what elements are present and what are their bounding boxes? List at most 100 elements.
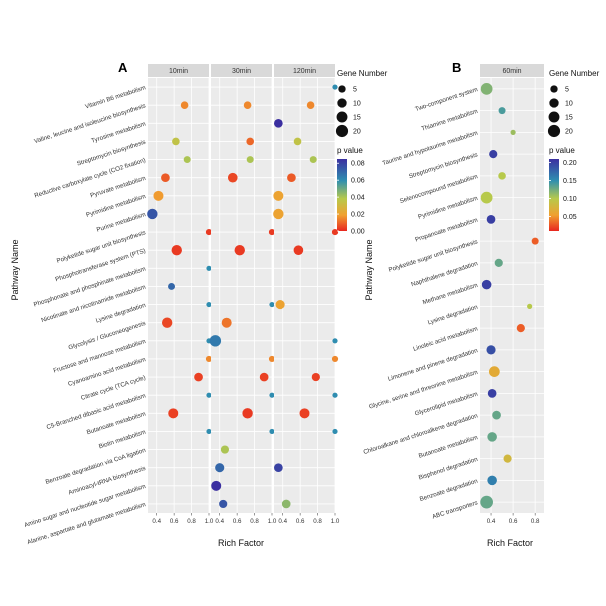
panel-a-data-point <box>243 101 252 109</box>
panel-b-data-point <box>480 82 493 95</box>
panel-a-facet-background <box>274 78 335 513</box>
panel-b-data-point <box>510 129 516 135</box>
panel-a-data-point <box>275 299 285 310</box>
panel-a-colorbar-label: 0.06 <box>351 178 365 185</box>
panel-a-data-point <box>242 408 253 419</box>
panel-b-x-tick-label: 0.6 <box>509 518 518 525</box>
panel-a-data-point <box>219 499 228 509</box>
panel-a-data-point <box>180 101 189 109</box>
panel-a-facet-strip-label: 120min <box>293 68 316 75</box>
panel-b-category-label: Lysine degradation <box>427 303 479 326</box>
panel-a-data-point <box>269 392 275 398</box>
panel-a-size-legend-dot <box>338 85 346 93</box>
panel-a-data-point <box>281 499 291 509</box>
panel-a-data-point <box>273 190 284 201</box>
panel-b-size-legend-dot <box>547 124 561 138</box>
panel-b-category-label: Bisphenol degradation <box>418 456 479 482</box>
panel-b-size-legend-label: 10 <box>565 101 573 108</box>
panel-a-size-legend-label: 15 <box>353 115 361 122</box>
panel-b-size-legend-label: 15 <box>565 115 573 122</box>
panel-b-data-point <box>494 258 503 267</box>
panel-a-colorbar-label: 0.00 <box>351 229 365 236</box>
panel-a-size-legend-dot <box>337 98 347 108</box>
panel-a-x-tick-label: 1.0 <box>331 518 340 525</box>
panel-b-data-point <box>492 410 501 420</box>
panel-a-facet-background <box>148 78 209 513</box>
panel-b-size-legend-dot <box>550 85 558 93</box>
panel-a-size-legend-dot <box>335 124 349 138</box>
panel-a-data-point <box>311 372 320 382</box>
panel-b-xlabel: Rich Factor <box>487 538 533 548</box>
panel-a-x-tick-label: 0.8 <box>187 518 196 525</box>
panel-b-category-label: Thiamine metabolism <box>421 108 479 133</box>
panel-b-data-point <box>480 495 493 509</box>
panel-b-facet-strip-label: 60min <box>502 68 521 75</box>
panel-a-data-point <box>269 301 275 308</box>
panel-b-data-point <box>498 172 506 180</box>
panel-a-x-tick-label: 1.0 <box>268 518 277 525</box>
panel-a-data-point <box>215 463 225 473</box>
panel-b-data-point <box>488 366 500 378</box>
panel-a-data-point <box>332 392 338 398</box>
panel-b-size-legend-dot <box>549 98 559 108</box>
panel-b-colorbar-label: 0.15 <box>563 178 577 185</box>
panel-a-data-point <box>268 228 276 236</box>
panel-a-facet-strip-label: 10min <box>169 68 188 75</box>
panel-a-colorbar <box>337 159 347 231</box>
panel-b-data-point <box>516 324 525 333</box>
panel-a-x-tick-label: 0.8 <box>250 518 259 525</box>
panel-b-legend: Gene Number p value 5 10 15 20 0.20 0.15 0.10 0… <box>547 69 600 231</box>
panel-b-category-label: Pyrimidine metabolism <box>417 195 478 221</box>
panel-a-data-point <box>168 282 176 290</box>
panel-a-data-point <box>206 428 212 435</box>
panel-b-data-point <box>487 432 497 442</box>
panel-b-category-label: Chloroalkane and chloroalkene degradatio… <box>363 412 480 456</box>
panel-a-data-point <box>259 372 269 382</box>
panel-a-x-tick-label: 0.6 <box>170 518 179 525</box>
panel-a-facet-strip-label: 30min <box>232 68 251 75</box>
panel-a-x-tick-label: 0.6 <box>296 518 305 525</box>
panel-b-category-label: Two-component system <box>414 86 478 113</box>
panel-a-data-point <box>309 156 317 164</box>
panel-a-data-point <box>211 480 222 491</box>
panel-a-data-point <box>171 244 182 256</box>
panel-a-data-point <box>147 208 158 220</box>
panel-b-size-legend-label: 5 <box>565 87 569 94</box>
panel-b-data-point <box>486 215 496 224</box>
panel-a-data-point <box>293 137 302 146</box>
panel-a-data-point <box>274 463 283 473</box>
panel-a-facet-strip <box>274 64 335 77</box>
panel-b-data-point <box>487 475 497 486</box>
panel-a-data-point <box>273 208 284 220</box>
panel-a-data-point <box>205 355 213 363</box>
panel-b-size-legend-title: Gene Number <box>549 69 600 78</box>
panel-a-category-label: Nicotinate and nicotinamide metabolism <box>40 284 146 324</box>
panel-a-x-tick-label: 0.8 <box>313 518 322 525</box>
panel-b-colorbar <box>549 159 559 231</box>
panel-b-category-label: Propanoate metabolism <box>414 217 478 244</box>
panel-a-data-point <box>183 156 191 164</box>
panel-a-data-point <box>331 228 339 236</box>
panel-b-data-point <box>486 345 496 355</box>
panel-a-data-point <box>172 137 180 146</box>
panel-b-data-point <box>481 279 492 290</box>
panel-b-x-tick-label: 0.4 <box>487 518 496 525</box>
panel-a-data-point <box>332 84 338 90</box>
panel-a-facet-background <box>211 78 272 513</box>
panel-b-facet-strip <box>480 64 544 77</box>
panel-b-category-label: Butanoate metabolism <box>418 434 479 460</box>
panel-b-data-point <box>503 454 512 463</box>
panel-a-data-point <box>209 335 222 347</box>
panel-a-data-point <box>331 355 339 363</box>
panel-a-data-point <box>206 392 212 398</box>
panel-a-colorbar-label: 0.04 <box>351 195 365 202</box>
panel-a-data-point <box>332 338 338 344</box>
panel-a-legend: Gene Number p value 5 10 15 20 0.08 0.06 0.04 0… <box>335 69 388 236</box>
panel-a-x-tick-label: 0.4 <box>152 518 161 525</box>
panel-b-colorbar-label: 0.20 <box>563 160 577 167</box>
panel-b-size-legend-label: 20 <box>565 129 573 136</box>
panel-a-data-point <box>153 190 164 201</box>
panel-b-size-legend-dot <box>548 111 560 123</box>
panel-a-data-point <box>161 317 173 328</box>
